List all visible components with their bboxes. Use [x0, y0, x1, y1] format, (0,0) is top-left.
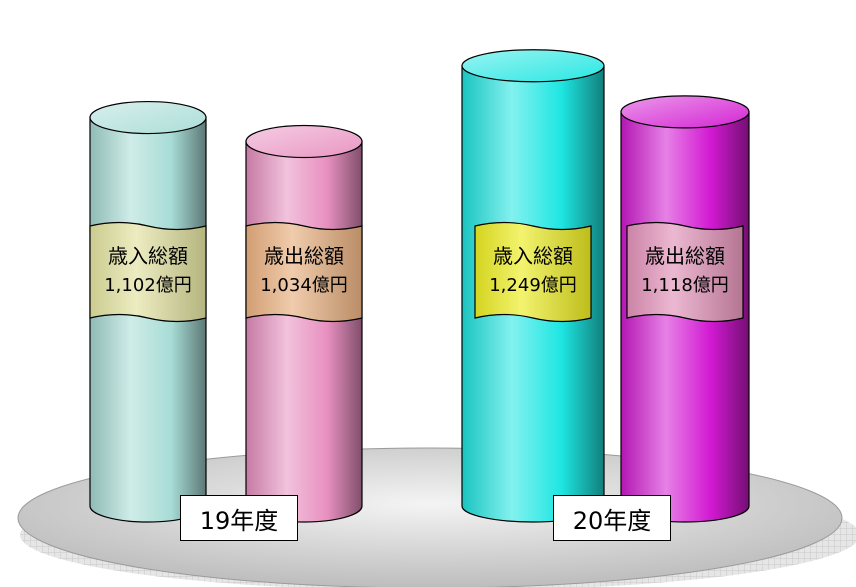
series-label: 歳入総額	[493, 244, 573, 268]
category-label-20: 20年度	[553, 495, 671, 541]
bar-2: 歳出総額 1,034億円	[245, 124, 363, 523]
bar-4: 歳出総額 1,118億円	[620, 95, 750, 523]
bar-3: 歳入総額 1,249億円	[461, 49, 605, 523]
bar-1: 歳入総額 1,102億円	[89, 100, 207, 523]
value-label-banner	[626, 221, 744, 323]
value-label: 1,249億円	[489, 275, 577, 296]
value-label: 1,034億円	[260, 275, 348, 296]
series-label: 歳出総額	[645, 244, 725, 268]
value-label-banner	[245, 221, 363, 323]
value-label-banner	[89, 221, 207, 323]
cylinder-top	[245, 124, 363, 159]
cylinder-body	[245, 140, 363, 523]
cylinder-top	[89, 100, 207, 135]
value-label: 1,118億円	[641, 275, 729, 296]
value-label-banner	[474, 221, 592, 323]
category-label-19: 19年度	[180, 495, 298, 541]
series-label: 歳入総額	[108, 244, 188, 268]
cylinder-top	[461, 49, 605, 83]
value-label: 1,102億円	[104, 275, 192, 296]
cylinder-top	[620, 95, 750, 129]
series-label: 歳出総額	[264, 244, 344, 268]
bars-layer: 歳入総額 1,102億円 歳出総額 1,034億円 歳入総額 1,249億円 歳出総額 1,1…	[89, 49, 750, 523]
